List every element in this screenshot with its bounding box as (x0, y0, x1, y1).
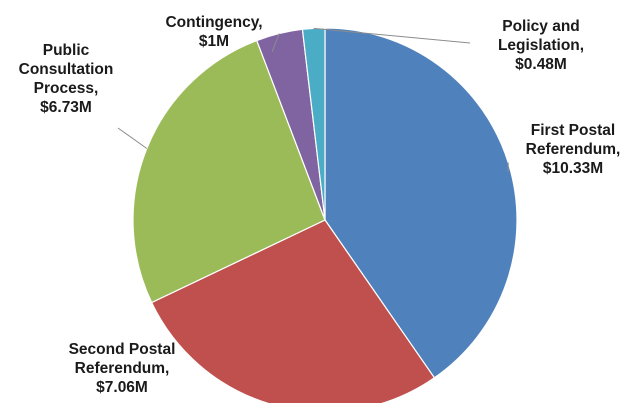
slice-label-line: Referendum, (526, 141, 621, 158)
leader-line-policy-and-legislation (313, 27, 471, 44)
slice-label-first-postal-referendum: First Postal Referendum, $10.33M (526, 122, 621, 177)
slice-label-line: $7.06M (96, 379, 148, 396)
slice-label-line: Referendum, (75, 360, 170, 377)
slice-label-line: Contingency, (165, 14, 262, 31)
slice-label-line: Policy and (502, 18, 580, 35)
slice-public-consultation-process (132, 39, 326, 304)
slice-policy-and-legislation (301, 27, 326, 221)
slice-label-line: $0.48M (515, 56, 567, 73)
slice-label-line: Consultation (19, 61, 114, 78)
slice-label-second-postal-referendum: Second Postal Referendum, $7.06M (69, 341, 176, 396)
slice-labels: First Postal Referendum, $10.33M Second Pos… (19, 14, 621, 396)
slice-label-line: Legislation, (498, 37, 584, 54)
slice-label-line: Process, (34, 80, 99, 97)
slice-label-line: $10.33M (543, 160, 603, 177)
slice-label-contingency: Contingency, $1M (165, 14, 262, 50)
leader-lines (117, 27, 509, 173)
slice-label-line: Second Postal (69, 341, 176, 358)
slice-label-line: $1M (199, 33, 229, 50)
pie-slices (132, 27, 518, 403)
leader-line-public-consultation-process (117, 127, 148, 149)
slice-label-line: $6.73M (40, 99, 92, 116)
slice-label-line: Public (43, 42, 90, 59)
slice-label-line: First Postal (531, 122, 615, 139)
leader-line-contingency (271, 33, 280, 53)
slice-label-policy-and-legislation: Policy and Legislation, $0.48M (498, 18, 584, 73)
slice-label-public-consultation-process: Public Consultation Process, $6.73M (19, 42, 114, 116)
slice-second-postal-referendum (150, 219, 436, 403)
